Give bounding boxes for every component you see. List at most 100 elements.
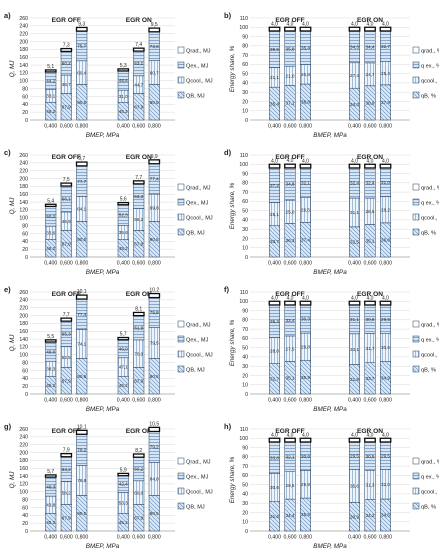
data-label: 90,5 (77, 100, 86, 105)
y-tick-label: 120 (19, 482, 28, 488)
legend-swatch (412, 61, 420, 69)
data-label: 9,7 (78, 156, 85, 162)
data-label: 73,6 (150, 44, 159, 49)
x-tick-label: 0,400 (44, 261, 57, 267)
panel-letter: e) (4, 285, 11, 294)
data-label: 4,0 (302, 158, 309, 164)
legend-entry: qrad., % (421, 323, 439, 329)
legend-entry: QB, MJ (186, 368, 205, 374)
data-label: 79,5 (150, 341, 159, 346)
legend-entry: qB, % (421, 368, 436, 374)
data-label: 7,9 (63, 448, 70, 454)
y-tick-label: 90 (242, 308, 248, 314)
panel-letter: d) (224, 148, 232, 157)
data-label: 79,2 (150, 445, 159, 450)
data-label: 76,8 (77, 478, 86, 483)
x-tick-label: 0,800 (75, 124, 88, 130)
data-label: 35,5 (301, 512, 310, 517)
data-label: 31,3 (366, 482, 375, 487)
legend-entry: qrad., % (421, 460, 439, 466)
x-tick-label: 0,800 (379, 124, 392, 130)
x-tick-label: 0,600 (364, 398, 377, 404)
data-label: 34,2 (366, 513, 375, 518)
x-tick-label: 0,800 (75, 261, 88, 267)
data-label: 30,5 (366, 454, 375, 459)
data-label: 36,3 (286, 238, 295, 243)
data-label: 37,4 (301, 237, 310, 242)
data-label: 90,5 (150, 511, 159, 516)
x-tick-label: 0,800 (379, 261, 392, 267)
legend-entry: qcool., % (421, 216, 439, 222)
data-label: 90,5 (77, 511, 86, 516)
x-tick-label: 0,400 (348, 261, 361, 267)
x-tick-label: 0,400 (348, 124, 361, 130)
x-tick-label: 0,600 (132, 261, 145, 267)
data-label: 4,0 (287, 158, 294, 164)
chart-panel-f: 0 10 20 30 40 50 60 70 80 90 100 110 f) Energy share,… (224, 285, 439, 413)
data-label: 4,0 (302, 295, 309, 301)
data-label: 45,2 (119, 383, 128, 388)
y-tick-label: 40 (242, 355, 248, 361)
data-label: 34,4 (286, 513, 295, 518)
legend-swatch (177, 335, 185, 343)
data-label: 36,9 (366, 101, 375, 106)
y-tick-label: 110 (240, 16, 248, 22)
y-tick-label: 140 (19, 474, 28, 480)
group-label: EGR OFF (275, 17, 304, 24)
data-label: 4,0 (351, 432, 358, 438)
bar-segment (348, 163, 361, 169)
panel-letter: a) (4, 11, 11, 20)
data-label: 31,1 (350, 210, 359, 215)
y-tick-label: 100 (19, 79, 28, 85)
x-tick-label: 0,400 (44, 124, 57, 130)
data-label: 77,4 (77, 312, 86, 317)
data-label: 48,8 (119, 78, 128, 83)
legend-entry: Qex., MJ (186, 475, 209, 481)
legend-entry: QB, MJ (186, 505, 205, 511)
bar-segment (75, 294, 88, 300)
y-axis-title: Energy share, % (229, 182, 236, 229)
data-label: 33,1 (350, 347, 359, 352)
data-label: 4,0 (367, 158, 374, 164)
data-label: 35,9 (301, 375, 310, 380)
legend-entry: qB, % (421, 94, 436, 100)
x-tick-label: 0,400 (117, 535, 130, 541)
legend-swatch (412, 213, 420, 221)
x-axis-title: BMEP, MPa (86, 543, 120, 550)
y-tick-label: 40 (22, 513, 28, 519)
y-tick-label: 220 (19, 442, 28, 448)
legend-swatch (177, 46, 185, 54)
data-label: 4,0 (271, 432, 278, 438)
group-label: EGR ON (357, 154, 383, 161)
data-label: 90,5 (150, 237, 159, 242)
y-tick-label: 20 (22, 521, 28, 527)
group-label: EGR ON (126, 154, 152, 161)
y-tick-label: 160 (19, 55, 28, 61)
y-tick-label: 180 (19, 321, 28, 327)
data-label: 28,0 (270, 348, 279, 353)
bar-segment (364, 300, 376, 306)
data-label: 29,5 (381, 453, 390, 458)
data-label: 32,4 (366, 181, 375, 186)
data-label: 70,0 (134, 351, 143, 356)
bar-segment (117, 472, 130, 477)
data-label: 66,1 (62, 197, 71, 202)
data-label: 4,0 (382, 21, 389, 27)
bar-segment (379, 163, 392, 169)
y-tick-label: 160 (19, 192, 28, 198)
x-tick-label: 0,400 (268, 124, 281, 130)
group-label: EGR ON (126, 17, 152, 24)
data-label: 4,0 (271, 21, 278, 27)
data-label: 32,7 (270, 377, 279, 382)
data-label: 34,4 (366, 45, 375, 50)
data-label: 58,2 (62, 491, 71, 496)
data-label: 34,5 (381, 513, 390, 518)
data-label: 30,6 (301, 454, 310, 459)
y-tick-label: 0 (25, 118, 28, 124)
bar-segment (364, 437, 376, 443)
x-tick-label: 0,800 (299, 124, 312, 130)
x-tick-label: 0,400 (117, 124, 130, 130)
legend-swatch (412, 365, 420, 373)
y-tick-label: 10 (242, 109, 248, 115)
data-label: 5,3 (120, 63, 127, 69)
